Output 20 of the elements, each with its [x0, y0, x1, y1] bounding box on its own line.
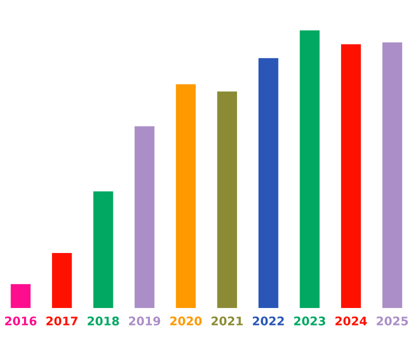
bar	[176, 84, 196, 308]
bar	[10, 284, 31, 308]
x-tick-label: 2017	[46, 316, 78, 326]
bar	[341, 44, 361, 308]
x-tick-label: 2018	[88, 316, 119, 326]
x-tick-label: 2025	[376, 316, 408, 326]
bar	[134, 126, 154, 308]
x-tick-label: 2019	[129, 316, 160, 326]
bar	[93, 191, 114, 308]
bar	[52, 253, 72, 308]
x-tick-label: 2020	[170, 316, 202, 326]
bar	[258, 58, 278, 308]
x-tick-label: 2024	[335, 316, 367, 326]
bar	[300, 30, 320, 308]
x-tick-label: 2016	[5, 316, 36, 326]
bar	[217, 91, 238, 308]
x-tick-label: 2022	[252, 316, 284, 326]
x-tick-label: 2023	[294, 316, 326, 326]
bar	[382, 42, 402, 308]
x-tick-label: 2021	[212, 316, 243, 326]
